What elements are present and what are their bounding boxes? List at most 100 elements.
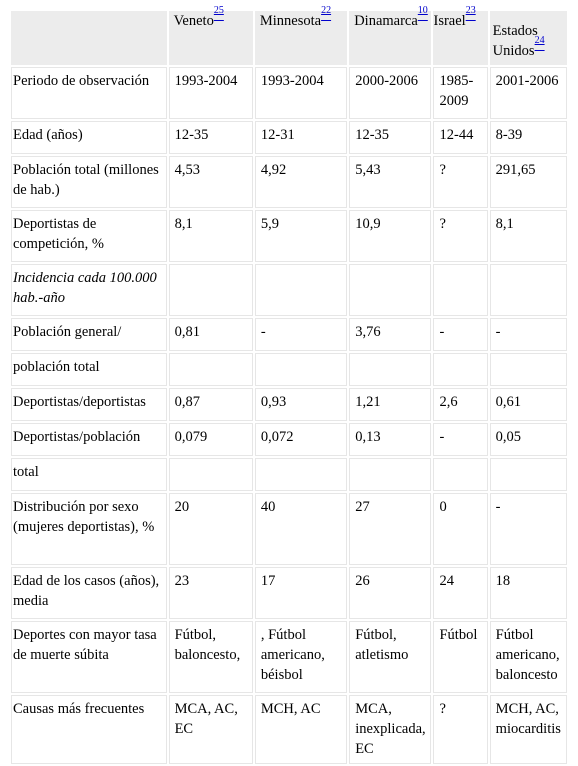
- table-row: total: [11, 458, 567, 491]
- table-cell: 23: [168, 567, 253, 619]
- table-cell: [168, 264, 253, 316]
- row-label: Periodo de observación: [11, 67, 167, 119]
- reference-link-minnesota[interactable]: 22: [321, 5, 332, 16]
- table-row: Causas más frecuentes MCA, AC, EC MCH, A…: [11, 695, 567, 764]
- table-cell: -: [254, 318, 348, 351]
- header-cell-israel: Israel23: [433, 6, 488, 65]
- table-cell: 4,53: [168, 156, 253, 208]
- header-cell-estados-unidos: Estados Unidos24: [489, 11, 567, 65]
- row-label: Población general/: [11, 318, 167, 351]
- table-cell: [489, 353, 567, 386]
- table-cell: 5,43: [349, 156, 432, 208]
- table-cell: Fútbol, baloncesto,: [168, 621, 253, 693]
- table-cell: 18: [489, 567, 567, 619]
- table-cell: 17: [254, 567, 348, 619]
- table-cell: 0,079: [168, 423, 253, 456]
- table-cell: [433, 353, 488, 386]
- row-label: Edad (años): [11, 121, 167, 154]
- table-cell: [489, 264, 567, 316]
- table-cell: Fútbol americano, baloncesto: [489, 621, 567, 693]
- table-cell: [349, 458, 432, 491]
- table-cell: 2,6: [433, 388, 488, 421]
- table-cell: 26: [349, 567, 432, 619]
- table-row: Deportistas de competición, % 8,1 5,9 10…: [11, 210, 567, 262]
- table-cell: [433, 458, 488, 491]
- incidence-table: Veneto25 Minnesota22 Dinamarca10 Israel2…: [9, 6, 569, 766]
- table-cell: -: [489, 318, 567, 351]
- table-cell: 5,9: [254, 210, 348, 262]
- table-cell: 0,87: [168, 388, 253, 421]
- table-cell: [254, 264, 348, 316]
- table-cell: -: [433, 318, 488, 351]
- table-cell: 1985-2009: [433, 67, 488, 119]
- table-cell: 291,65: [489, 156, 567, 208]
- table-cell: 0,072: [254, 423, 348, 456]
- table-cell: 3,76: [349, 318, 432, 351]
- table-cell: 12-35: [349, 121, 432, 154]
- table-row: población total: [11, 353, 567, 386]
- reference-link-dinamarca[interactable]: 10: [417, 5, 428, 16]
- table-cell: ?: [433, 695, 488, 764]
- row-label: Edad de los casos (años), media: [11, 567, 167, 619]
- table-cell: 1993-2004: [168, 67, 253, 119]
- reference-link-veneto[interactable]: 25: [213, 5, 224, 16]
- table-cell: 27: [349, 493, 432, 565]
- table-cell: 1,21: [349, 388, 432, 421]
- table-row: Edad de los casos (años), media 23 17 26…: [11, 567, 567, 619]
- table-cell: 0: [433, 493, 488, 565]
- row-label: población total: [11, 353, 167, 386]
- header-cell-dinamarca: Dinamarca10: [349, 6, 432, 65]
- table-row: Incidencia cada 100.000 hab.-año: [11, 264, 567, 316]
- table-cell: 1993-2004: [254, 67, 348, 119]
- table-row: Deportistas/población 0,079 0,072 0,13 -…: [11, 423, 567, 456]
- table-row: Población total (millones de hab.) 4,53 …: [11, 156, 567, 208]
- table-cell: 0,81: [168, 318, 253, 351]
- table-cell: 24: [433, 567, 488, 619]
- header-row: Veneto25 Minnesota22 Dinamarca10 Israel2…: [11, 6, 567, 65]
- table-cell: 2001-2006: [489, 67, 567, 119]
- table-cell: -: [433, 423, 488, 456]
- table-cell: 20: [168, 493, 253, 565]
- table-cell: 12-44: [433, 121, 488, 154]
- reference-link-israel[interactable]: 23: [465, 5, 476, 16]
- table-cell: [489, 458, 567, 491]
- table-cell: 0,93: [254, 388, 348, 421]
- table-cell: 12-35: [168, 121, 253, 154]
- table-cell: 8,1: [168, 210, 253, 262]
- row-label: Población total (millones de hab.): [11, 156, 167, 208]
- table-cell: 0,61: [489, 388, 567, 421]
- table-row: Deportes con mayor tasa de muerte súbita…: [11, 621, 567, 693]
- table-cell: [168, 353, 253, 386]
- row-label: Deportistas/población: [11, 423, 167, 456]
- table-row: Deportistas/deportistas 0,87 0,93 1,21 2…: [11, 388, 567, 421]
- row-label: total: [11, 458, 167, 491]
- row-label: Deportistas/deportistas: [11, 388, 167, 421]
- table-cell: Fútbol, atletismo: [349, 621, 432, 693]
- reference-link-estados-unidos[interactable]: 24: [534, 35, 545, 46]
- table-cell: 10,9: [349, 210, 432, 262]
- table-row: Periodo de observación 1993-2004 1993-20…: [11, 67, 567, 119]
- table-cell: [349, 353, 432, 386]
- table-cell: 8,1: [489, 210, 567, 262]
- table-cell: [254, 353, 348, 386]
- table-cell: 12-31: [254, 121, 348, 154]
- table-cell: ?: [433, 210, 488, 262]
- table-cell: 0,13: [349, 423, 432, 456]
- table-row: Distribución por sexo (mujeres deportist…: [11, 493, 567, 565]
- row-label: Incidencia cada 100.000 hab.-año: [11, 264, 167, 316]
- row-label: Deportistas de competición, %: [11, 210, 167, 262]
- row-label: Deportes con mayor tasa de muerte súbita: [11, 621, 167, 693]
- table-cell: MCH, AC: [254, 695, 348, 764]
- table-row: Población general/ 0,81 - 3,76 - -: [11, 318, 567, 351]
- table-row: Edad (años) 12-35 12-31 12-35 12-44 8-39: [11, 121, 567, 154]
- header-cell-empty: [11, 11, 167, 65]
- table-cell: Fútbol: [433, 621, 488, 693]
- table-cell: [349, 264, 432, 316]
- row-label: Distribución por sexo (mujeres deportist…: [11, 493, 167, 565]
- table-cell: [168, 458, 253, 491]
- table-cell: , Fútbol americano, béisbol: [254, 621, 348, 693]
- row-label: Causas más frecuentes: [11, 695, 167, 764]
- table-cell: ?: [433, 156, 488, 208]
- table-cell: 4,92: [254, 156, 348, 208]
- table-cell: 40: [254, 493, 348, 565]
